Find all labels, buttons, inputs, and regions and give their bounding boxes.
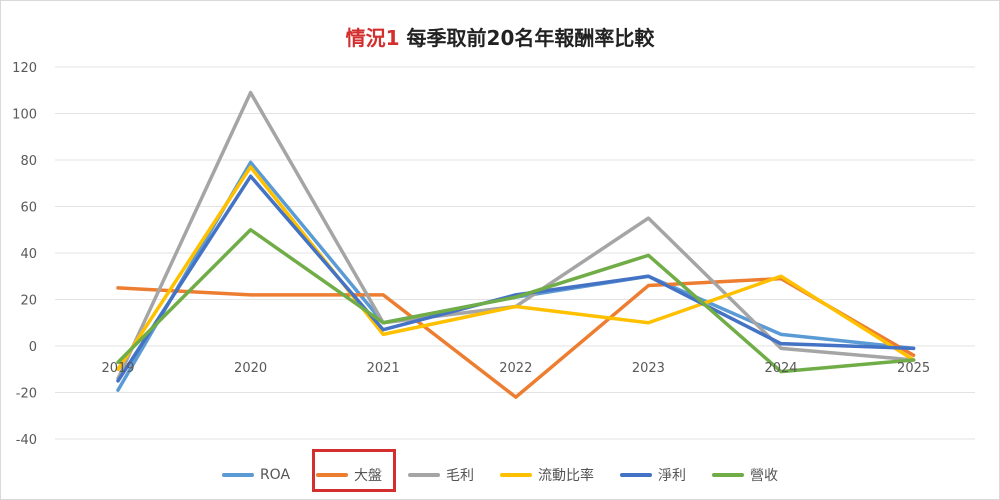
- y-tick-label: 40: [20, 247, 37, 262]
- legend-label: 毛利: [446, 468, 475, 484]
- series-line-3: [116, 165, 916, 371]
- series-line-4: [116, 174, 916, 383]
- x-tick-label: 2022: [499, 361, 532, 376]
- y-tick-label: 0: [29, 340, 37, 355]
- chart-title-text: 每季取前20名年報酬率比較: [399, 26, 655, 50]
- x-tick-label: 2024: [764, 361, 797, 376]
- legend-label: ROA: [259, 467, 291, 483]
- legend-item: ROA: [218, 465, 294, 485]
- legend-item: 營收: [708, 463, 782, 487]
- y-tick-label: 60: [20, 201, 37, 216]
- y-tick-label: -40: [16, 433, 37, 448]
- legend-item: 大盤: [312, 463, 386, 487]
- y-tick-label: 100: [12, 108, 37, 123]
- legend-swatch: [221, 473, 254, 477]
- x-axis-ticks: 2019 2020 2021 2022 2023 2024 2025: [101, 361, 930, 376]
- legend-swatch: [408, 473, 441, 477]
- x-tick-label: 2025: [897, 361, 930, 376]
- legend-label: 大盤: [354, 468, 383, 484]
- x-tick-label: 2020: [234, 361, 267, 376]
- legend-swatch: [620, 473, 653, 477]
- x-tick-label: 2021: [367, 361, 400, 376]
- legend-label: 淨利: [658, 468, 687, 484]
- y-axis-ticks: -40 -20 0 20 40 60 80 100 120: [12, 61, 37, 448]
- legend-swatch: [316, 473, 349, 477]
- legend-label: 流動比率: [538, 468, 595, 484]
- legend-item: 流動比率: [496, 463, 598, 487]
- y-tick-label: -20: [16, 387, 37, 402]
- legend-item: 淨利: [616, 463, 690, 487]
- series-line-1: [116, 276, 916, 399]
- y-tick-label: 20: [20, 294, 37, 309]
- legend-highlight-box: [312, 449, 396, 492]
- x-tick-label: 2023: [632, 361, 665, 376]
- legend-swatch: [500, 473, 533, 477]
- chart-title-highlight: 情況1: [345, 26, 400, 50]
- legend: ROA 大盤 毛利 流動比率 淨利 營收: [0, 460, 1000, 490]
- legend-label: 營收: [750, 468, 779, 484]
- series-lines: [116, 90, 916, 399]
- legend-swatch: [712, 473, 745, 477]
- series-line-5: [116, 228, 916, 374]
- chart-title: 情況1 每季取前20名年報酬率比較: [0, 22, 1000, 51]
- y-tick-label: 80: [20, 154, 37, 169]
- legend-item: 毛利: [404, 463, 478, 487]
- x-tick-label: 2019: [101, 361, 134, 376]
- y-tick-label: 120: [12, 61, 37, 76]
